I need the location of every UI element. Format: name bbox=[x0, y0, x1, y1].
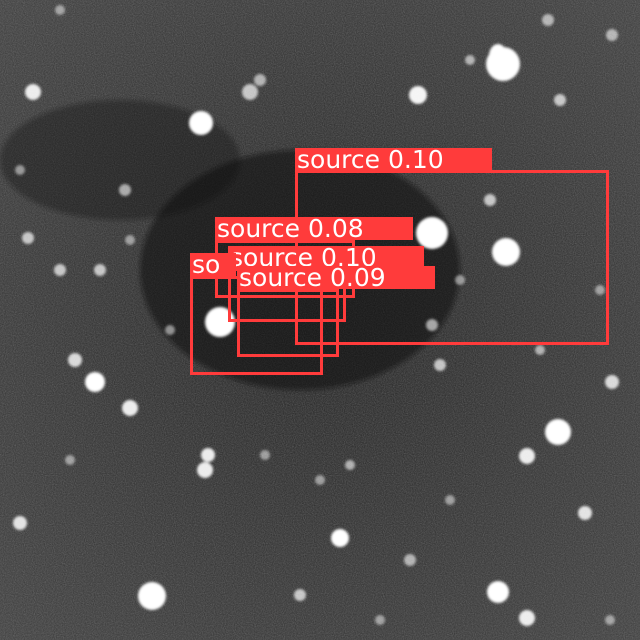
star-source bbox=[197, 462, 213, 478]
star-source bbox=[578, 506, 592, 520]
star-source bbox=[125, 235, 135, 245]
star-source bbox=[54, 264, 66, 276]
star-source bbox=[542, 14, 554, 26]
star-source bbox=[434, 359, 446, 371]
star-source bbox=[189, 111, 213, 135]
star-source bbox=[487, 581, 509, 603]
star-source bbox=[165, 325, 175, 335]
star-source bbox=[375, 615, 385, 625]
star-source bbox=[315, 475, 325, 485]
star-source bbox=[606, 29, 618, 41]
star-source bbox=[605, 615, 615, 625]
star-source bbox=[416, 217, 448, 249]
star-source bbox=[122, 400, 138, 416]
star-source bbox=[13, 516, 27, 530]
detection-label: source 0.10 bbox=[295, 148, 492, 171]
star-source bbox=[94, 264, 106, 276]
star-source bbox=[201, 448, 215, 462]
star-source bbox=[404, 554, 416, 566]
star-source bbox=[260, 450, 270, 460]
star-source bbox=[484, 194, 496, 206]
star-source bbox=[489, 44, 507, 68]
star-source bbox=[55, 5, 65, 15]
star-source bbox=[294, 589, 306, 601]
star-source bbox=[465, 55, 475, 65]
star-source bbox=[409, 86, 427, 104]
star-source bbox=[605, 375, 619, 389]
star-source bbox=[25, 84, 41, 100]
detection-label: source 0.09 bbox=[237, 266, 435, 289]
star-source bbox=[455, 275, 465, 285]
star-source bbox=[492, 238, 520, 266]
star-source bbox=[445, 495, 455, 505]
star-source bbox=[15, 165, 25, 175]
detection-label: so bbox=[190, 253, 236, 276]
star-source bbox=[535, 345, 545, 355]
star-source bbox=[205, 307, 235, 337]
star-source bbox=[68, 353, 82, 367]
detection-label: source 0.10 bbox=[228, 246, 424, 269]
detection-label: source 0.08 bbox=[215, 217, 413, 240]
star-source bbox=[345, 460, 355, 470]
star-source bbox=[138, 582, 166, 610]
star-source bbox=[242, 84, 258, 100]
detection-box bbox=[237, 289, 339, 357]
star-source bbox=[65, 455, 75, 465]
star-source bbox=[426, 319, 438, 331]
star-source bbox=[22, 232, 34, 244]
star-source bbox=[85, 372, 105, 392]
star-source bbox=[545, 419, 571, 445]
star-source bbox=[519, 448, 535, 464]
star-source bbox=[119, 184, 131, 196]
star-source bbox=[331, 529, 349, 547]
star-source bbox=[595, 285, 605, 295]
star-source bbox=[254, 74, 266, 86]
star-source bbox=[519, 610, 535, 626]
star-source bbox=[554, 94, 566, 106]
